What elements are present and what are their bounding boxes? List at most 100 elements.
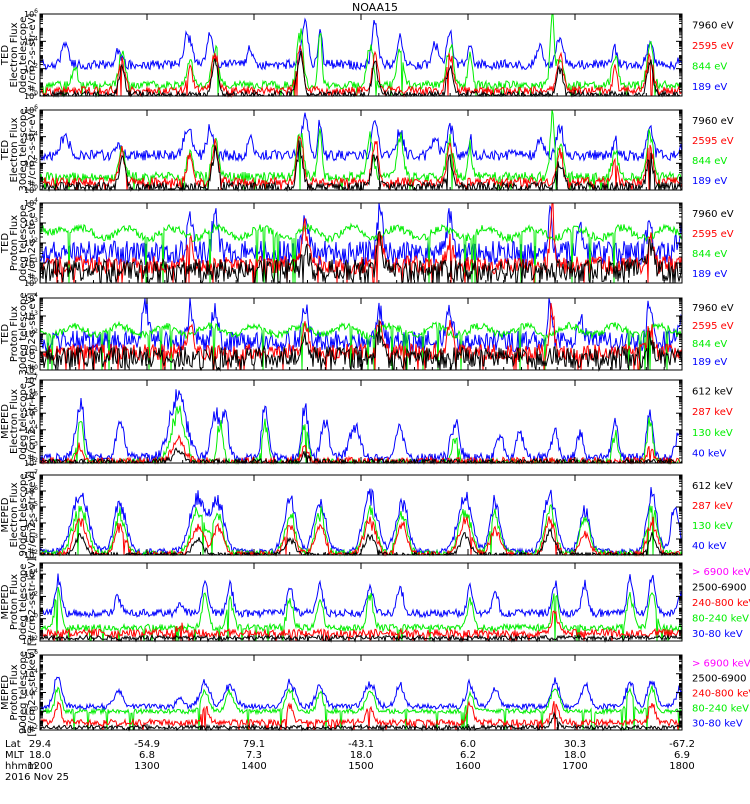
y-tick-label: 102 [24,328,38,339]
y-axis-label-line: [#/cm2-s-str-eV] [27,109,38,192]
y-axis-label-line: MEPED [0,584,11,619]
legend-entry: 189 eV [692,269,727,280]
y-tick-label: 10-2 [22,724,38,735]
y-axis-label-line: 0deg telescope [18,17,29,94]
y-axis-label-line: Electron Flux [9,389,20,454]
x-axis-value: 18.0 [564,750,586,761]
y-tick-label: 100 [24,90,38,101]
y-axis-label-line: TED [0,324,11,345]
legend-entry: 240-800 keV [692,598,750,609]
legend-entry: 844 eV [692,249,727,260]
legend-entry: 40 keV [692,449,726,460]
y-axis-label-line: MEPED [0,404,11,439]
y-axis-label: TEDElectron Flux0deg telescope[#/cm2-s-s… [0,14,38,97]
x-axis-value: 6.0 [460,739,476,750]
series-line-3 [39,303,683,371]
y-tick-label: 103 [24,440,38,451]
legend-entry: 40 keV [692,541,726,552]
series-line-2 [39,109,683,191]
y-tick-label: 103 [24,310,38,321]
x-axis-value: 18.0 [350,750,372,761]
y-axis-label-line: Electron Flux [9,117,20,182]
series-line-4 [39,140,683,192]
y-tick-label: 102 [24,590,38,601]
y-tick-label: 102 [24,687,38,698]
y-axis-label-line: [#/cm2-s-str-eV] [27,202,38,285]
y-tick-label: 106 [24,485,38,496]
legend-entry: 2595 eV [692,229,734,240]
x-axis-row-label: hhmm [5,761,37,772]
y-tick-label: 104 [24,424,38,435]
series-line-1 [39,676,683,712]
y-axis-label-line: [#/cm2-s-str-keV] [27,648,38,736]
y-axis-label: MEPEDElectron Flux0deg telescope[#/cm2-s… [0,377,38,465]
x-axis-value: 1700 [562,761,587,772]
x-axis-row-label: MLT [5,750,25,761]
legend-entry: > 6900 keV [692,567,750,578]
y-axis-label-line: 30deg telescope [18,292,29,375]
y-axis-label-line: [#/cm2-s-str-eV] [27,293,38,376]
y-tick-label: 107 [24,469,38,480]
legend-entry: 2595 eV [692,41,734,52]
y-tick-label: 102 [24,237,38,248]
x-axis-value: 29.4 [29,739,51,750]
series-line-2 [39,222,683,284]
legend-entry: 30-80 keV [692,629,743,640]
y-axis-label-line: 30deg telescope [18,108,29,191]
legend-entry: 7960 eV [692,209,734,220]
y-axis-label-line: [#/cm2-s-str-keV] [27,471,38,559]
y-axis-label-line: [#/cm2-s-str-keV] [27,377,38,465]
x-axis-value: 1500 [348,761,373,772]
y-axis-label-line: Proton Flux [9,306,20,362]
legend-entry: 30-80 keV [692,719,743,730]
y-axis-label-line: TED [0,140,11,161]
y-tick-label: 101 [24,346,38,357]
y-tick-label: 102 [24,157,38,168]
y-axis-label-line: 0deg telescope [18,564,29,641]
legend-entry: 2595 eV [692,136,734,147]
legend-entry: 287 keV [692,407,733,418]
series-line-1 [39,487,683,557]
series-line-1 [39,573,683,619]
y-tick-label: 102 [24,549,38,560]
legend-entry: 240-800 keV [692,689,750,700]
y-axis-label-line: [#/cm2-s-str-eV] [27,14,38,97]
y-tick-label: 104 [24,292,38,303]
y-tick-label: 103 [24,217,38,228]
y-tick-label: 104 [24,197,38,208]
legend-entry: 7960 eV [692,303,734,314]
legend-entry: 2500-6900 [692,582,747,593]
x-axis-value: 1800 [669,761,694,772]
y-tick-label: 104 [24,568,38,579]
y-axis-label: MEPEDElectron Flux90deg telescope[#/cm2-… [0,471,38,559]
y-axis-label: TEDProton Flux30deg telescope[#/cm2-s-st… [0,292,38,375]
legend-entry: 7960 eV [692,20,734,31]
legend-entry: 189 eV [692,357,727,368]
y-tick-label: 100 [24,613,38,624]
series-line-1 [39,389,683,465]
x-axis-value: 6.8 [139,750,155,761]
y-axis-label: TEDProton Flux0deg telescope[#/cm2-s-str… [0,202,38,285]
y-axis-label: MEPEDProton Flux0deg telescope[#/cm2-s-s… [0,558,38,646]
x-axis-value: 1300 [134,761,159,772]
panel-frame [39,379,683,464]
y-axis-label-line: Proton Flux [9,664,20,720]
x-axis-value: 79.1 [243,739,265,750]
series-line-3 [39,45,683,98]
x-axis-value: 18.0 [29,750,51,761]
y-axis-label-line: TED [0,45,11,66]
legend-entry: 189 eV [692,82,727,93]
y-axis-label-line: 0deg telescope [18,205,29,282]
y-axis-label-line: MEPED [0,497,11,532]
legend-entry: 80-240 keV [692,704,749,715]
legend-entry: 612 keV [692,386,733,397]
legend-entry: 844 eV [692,156,727,167]
x-axis-table: LatMLThhmm29.418.01200-54.96.8130079.17.… [5,739,695,783]
y-axis-label-line: 90deg telescope [18,473,29,556]
